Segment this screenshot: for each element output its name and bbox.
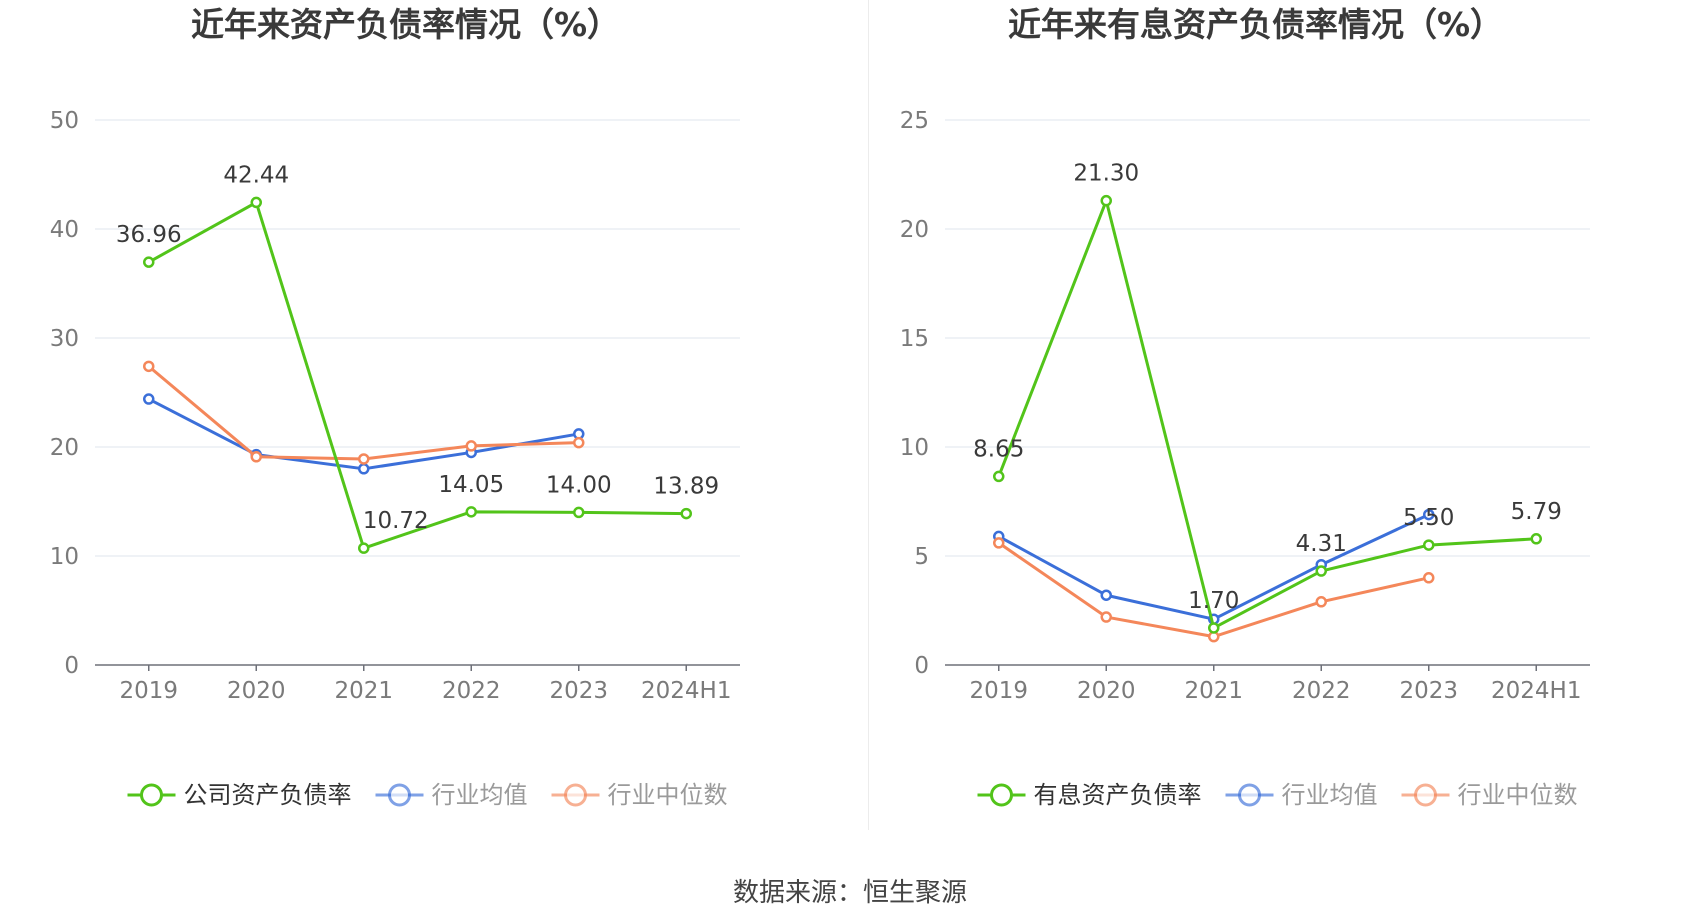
data-point[interactable] [143, 393, 155, 405]
legend-circle-icon [388, 783, 411, 807]
legend-label: 行业中位数 [1458, 781, 1578, 809]
y-tick-label: 10 [50, 544, 79, 570]
x-tick-label: 2023 [1399, 678, 1458, 704]
x-tick-label: 2019 [119, 678, 178, 704]
legend-circle-icon [140, 783, 163, 807]
x-tick-label: 2021 [1184, 678, 1243, 704]
y-tick-label: 5 [914, 544, 929, 570]
legend-label: 行业均值 [1282, 781, 1378, 809]
legend-item-2[interactable]: 行业中位数 [1401, 781, 1578, 809]
data-label: 42.44 [223, 162, 289, 188]
data-source-note: 数据来源：恒生聚源 [732, 878, 967, 908]
data-label: 4.31 [1296, 531, 1347, 557]
x-tick-label: 2022 [1292, 678, 1351, 704]
legend-label: 公司资产负债率 [184, 781, 352, 809]
x-tick-label: 2022 [442, 678, 501, 704]
y-tick-label: 20 [50, 435, 79, 461]
data-point[interactable] [1315, 565, 1327, 577]
legend-circle-icon [564, 783, 587, 807]
legend-item-0[interactable]: 有息资产负债率 [977, 781, 1202, 809]
y-tick-label: 20 [900, 217, 929, 243]
y-tick-label: 10 [900, 435, 929, 461]
y-tick-label: 50 [50, 108, 79, 134]
data-point[interactable] [1423, 508, 1435, 521]
data-point[interactable] [1100, 194, 1112, 207]
data-point[interactable] [573, 506, 585, 519]
data-point[interactable] [1315, 596, 1327, 608]
data-point[interactable] [465, 506, 477, 518]
data-point[interactable] [1208, 622, 1220, 634]
data-point[interactable] [1100, 611, 1112, 623]
data-point[interactable] [143, 360, 155, 373]
y-tick-label: 0 [914, 653, 929, 679]
data-point[interactable] [1530, 533, 1542, 545]
data-point[interactable] [358, 542, 370, 554]
data-label: 8.65 [973, 436, 1024, 462]
y-tick-label: 0 [64, 653, 79, 679]
data-point[interactable] [358, 453, 370, 465]
data-point[interactable] [358, 463, 370, 475]
y-tick-label: 30 [50, 326, 79, 352]
legend-circle-icon [1414, 783, 1437, 807]
data-label: 13.89 [653, 474, 719, 500]
data-point[interactable] [993, 537, 1005, 549]
x-tick-label: 2021 [334, 678, 393, 704]
data-label: 1.70 [1188, 588, 1239, 614]
data-point[interactable] [1423, 572, 1435, 584]
legend-circle-icon [990, 783, 1013, 807]
chart-interest-bearing-liability-ratio: 近年来有息资产负债率情况（%） 0 5 10 15 20 25 2019 2020 2021 202… [900, 5, 1590, 809]
legend: 有息资产负债率 行业均值 行业中位数 [977, 781, 1578, 809]
series-line-0 [148, 200, 687, 550]
data-point[interactable] [1423, 539, 1435, 551]
data-label: 36.96 [116, 222, 182, 248]
legend-item-2[interactable]: 行业中位数 [551, 781, 728, 809]
chart-title: 近年来有息资产负债率情况（%） [1008, 5, 1503, 44]
data-point[interactable] [465, 440, 477, 452]
data-label: 14.05 [438, 472, 504, 498]
y-tick-label: 15 [900, 326, 929, 352]
legend-label: 行业中位数 [608, 781, 728, 809]
legend-item-0[interactable]: 公司资产负债率 [127, 781, 352, 809]
legend-label: 行业均值 [432, 781, 528, 809]
data-point[interactable] [1100, 589, 1112, 601]
y-tick-label: 25 [900, 108, 929, 134]
data-label: 21.30 [1073, 161, 1139, 187]
x-tick-label: 2020 [227, 678, 286, 704]
panel-divider [868, 0, 869, 830]
data-point[interactable] [993, 470, 1005, 483]
chart-title: 近年来资产负债率情况（%） [191, 5, 620, 44]
legend: 公司资产负债率 行业均值 行业中位数 [127, 781, 728, 809]
x-tick-label: 2023 [549, 678, 608, 704]
chart-panel-interest-bearing: 近年来有息资产负债率情况（%） 0 5 10 15 20 25 2019 2020 2021 202… [850, 0, 1700, 830]
data-label: 14.00 [546, 472, 612, 498]
series-line-0 [997, 199, 1537, 630]
x-tick-label: 2024H1 [1491, 678, 1581, 704]
chart-asset-liability-ratio: 近年来资产负债率情况（%） 0 10 20 30 40 50 2019 2020 2021 2022… [50, 5, 740, 809]
series-line-2 [147, 365, 579, 461]
legend-item-1[interactable]: 行业均值 [375, 781, 528, 809]
x-tick-label: 2024H1 [641, 678, 731, 704]
data-point[interactable] [143, 256, 155, 268]
legend-item-1[interactable]: 行业均值 [1225, 781, 1378, 809]
data-label: 5.50 [1403, 505, 1454, 531]
data-point[interactable] [680, 507, 692, 520]
data-point[interactable] [250, 196, 262, 209]
chart-panel-asset-liability: 近年来资产负债率情况（%） 0 10 20 30 40 50 2019 2020 2021 2022… [0, 0, 850, 830]
data-point[interactable] [250, 451, 262, 463]
data-label: 5.79 [1511, 499, 1562, 525]
x-tick-label: 2019 [969, 678, 1028, 704]
legend-circle-icon [1238, 783, 1261, 807]
data-label: 10.72 [363, 508, 429, 534]
x-tick-label: 2020 [1077, 678, 1136, 704]
data-point[interactable] [573, 436, 585, 449]
y-tick-label: 40 [50, 217, 79, 243]
legend-label: 有息资产负债率 [1034, 781, 1202, 809]
